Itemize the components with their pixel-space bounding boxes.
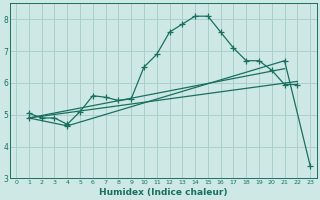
X-axis label: Humidex (Indice chaleur): Humidex (Indice chaleur) <box>99 188 228 197</box>
